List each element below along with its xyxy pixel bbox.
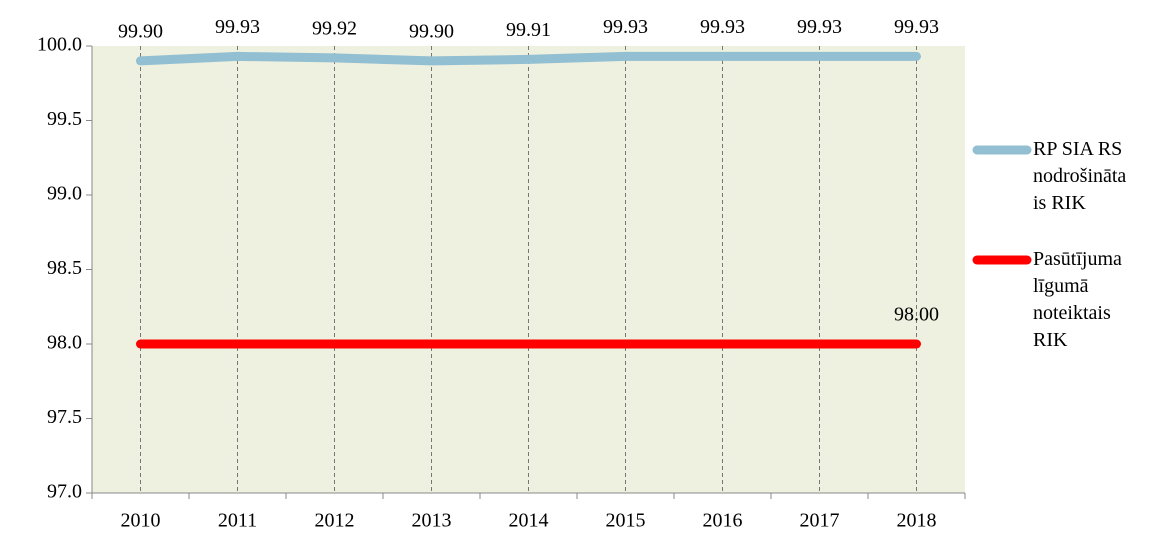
data-label: 99.93	[894, 16, 939, 38]
y-tick-label: 99.5	[47, 108, 82, 130]
data-label: 99.92	[312, 18, 357, 40]
x-tick-label: 2018	[897, 510, 937, 532]
x-tick-label: 2013	[412, 510, 452, 532]
y-tick-label: 100.0	[37, 34, 82, 56]
x-tick-label: 2015	[606, 510, 646, 532]
x-tick-label: 2012	[315, 510, 355, 532]
y-tick-label: 98.5	[47, 257, 82, 279]
x-tick-label: 2011	[218, 510, 257, 532]
data-label: 99.93	[215, 16, 260, 38]
data-label: 98.00	[894, 304, 939, 326]
data-label: 99.91	[506, 19, 551, 41]
data-label: 99.93	[603, 16, 648, 38]
y-tick-label: 99.0	[47, 183, 82, 205]
series-line	[136, 51, 921, 66]
legend-label: Pasūtījuma līgumā noteiktais RIK	[1033, 248, 1122, 351]
y-tick-label: 97.5	[47, 406, 82, 428]
x-tick-label: 2016	[703, 510, 743, 532]
y-tick-label: 98.0	[47, 332, 82, 354]
x-tick-label: 2010	[121, 510, 161, 532]
legend-entry: RP SIA RS nodrošinātais RIK	[1033, 138, 1127, 214]
data-label: 99.93	[797, 16, 842, 38]
data-label: 99.93	[700, 16, 745, 38]
legend-entry: Pasūtījuma līgumā noteiktais RIK	[1033, 248, 1122, 351]
data-label: 99.90	[118, 20, 163, 42]
data-label: 99.90	[409, 20, 454, 42]
y-tick-label: 97.0	[47, 481, 82, 503]
x-tick-label: 2014	[509, 510, 549, 532]
legend-label: RP SIA RS nodrošinātais RIK	[1033, 138, 1127, 214]
x-tick-label: 2017	[800, 510, 840, 532]
